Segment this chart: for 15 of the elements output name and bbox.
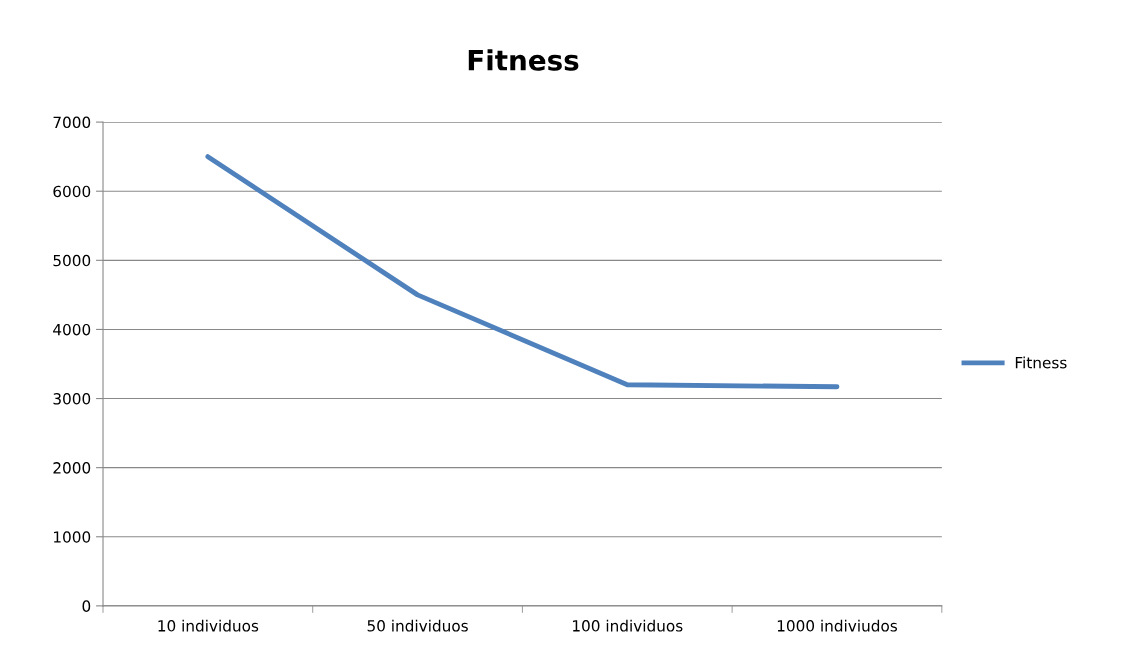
y-tick-label: 5000 <box>53 254 91 267</box>
legend-label: Fitness <box>1015 356 1067 369</box>
y-tick-label: 1000 <box>54 531 91 543</box>
y-tick-label: 7000 <box>53 116 91 129</box>
x-tick-label: 100 individuos <box>573 619 683 632</box>
line-series <box>205 154 840 390</box>
y-tick-label: 3000 <box>53 393 91 405</box>
y-tick-label: 2000 <box>53 462 91 474</box>
y-tick-label: 0 <box>82 600 91 612</box>
y-tick-label: 6000 <box>53 185 91 198</box>
x-tick-label: 1000 indiviudos <box>777 619 898 632</box>
chart-title: Fitness <box>468 49 579 71</box>
x-tick-label: 50 individuos <box>367 619 468 632</box>
x-tick-label: 10 individuos <box>158 619 259 632</box>
y-tick-label: 4000 <box>53 323 91 336</box>
